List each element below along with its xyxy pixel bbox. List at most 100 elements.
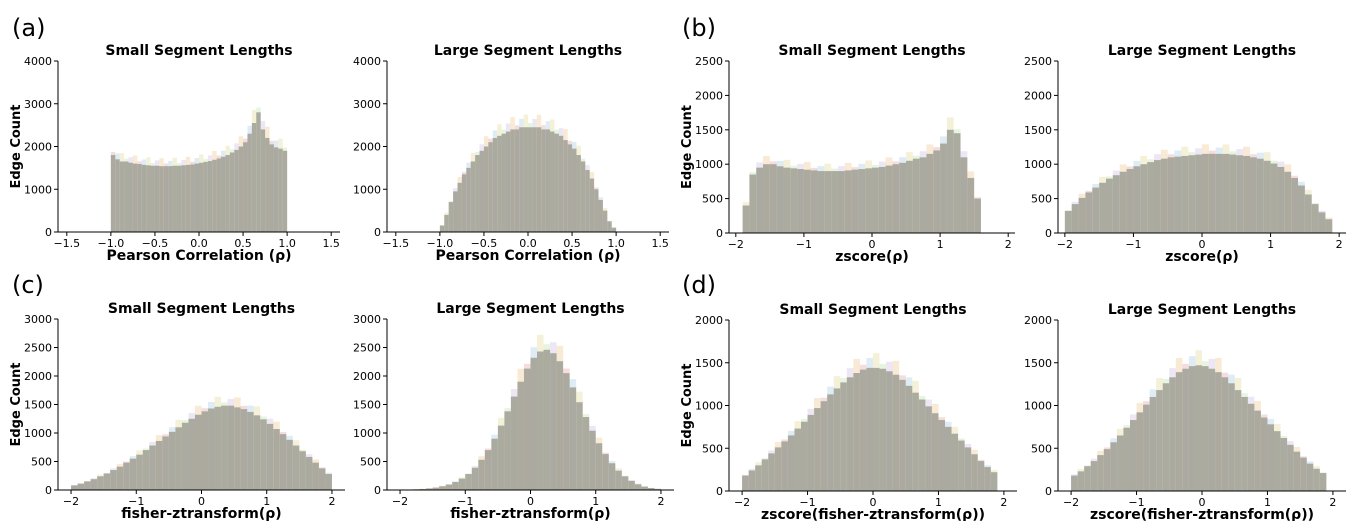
histogram-bar: [1112, 175, 1120, 233]
histogram-bar: [1188, 155, 1196, 233]
histogram-bar: [1277, 166, 1285, 233]
histogram-bar: [532, 127, 537, 232]
histogram-bar: [1154, 160, 1161, 233]
x-tick-label: −1.0: [427, 237, 454, 250]
histogram-bar: [251, 122, 257, 232]
histogram-bar: [1202, 366, 1209, 491]
y-tick-label: 2000: [695, 314, 723, 327]
subplot-6: −2 −1 0 1 2 0 500 1000 1500 2000 2500 3000 Large Seg…: [353, 301, 674, 521]
histogram-bar: [1221, 377, 1229, 491]
histogram-bar: [892, 374, 900, 491]
histogram-bar: [1092, 187, 1100, 233]
y-axis-label: Edge Count: [9, 104, 24, 188]
histogram-bar: [925, 406, 932, 491]
histogram-bar: [1136, 412, 1144, 491]
histogram-bar: [946, 129, 954, 233]
histogram-bar: [1182, 368, 1189, 491]
x-axis-label: Pearson Correlation (ρ): [435, 248, 620, 264]
histogram-bar: [783, 167, 791, 233]
histogram-bar: [1260, 417, 1268, 491]
histogram-bar: [595, 443, 603, 490]
panel-label-d: (d): [682, 271, 716, 299]
panel-label-b: (b): [682, 14, 716, 42]
histogram-bar: [129, 458, 137, 490]
histogram-bar: [1229, 154, 1237, 233]
histogram-bar: [974, 198, 981, 233]
histogram-bar: [1318, 212, 1326, 233]
histogram-bar: [478, 459, 485, 490]
histogram-bar: [103, 473, 111, 490]
histogram-bar: [1306, 463, 1314, 491]
x-tick-label: 1.5: [322, 237, 340, 250]
x-tick-label: 1.0: [278, 237, 296, 250]
histogram-bar: [225, 155, 230, 232]
y-tick-label: 1000: [24, 183, 52, 196]
histogram-bar: [465, 474, 472, 490]
histogram-bar: [260, 419, 267, 490]
subplot-title: Large Segment Lengths: [434, 43, 622, 59]
histogram-bar: [1293, 451, 1301, 491]
histogram-bar: [1097, 455, 1104, 491]
subplot-title: Small Segment Lengths: [779, 302, 966, 318]
histogram-bar: [483, 146, 489, 232]
histogram-bar: [510, 396, 518, 490]
y-tick-label: 1000: [1024, 158, 1052, 171]
y-tick-label: 0: [716, 485, 723, 498]
histogram-bar: [1071, 475, 1078, 491]
histogram-bar: [615, 470, 622, 490]
histogram-bar: [814, 408, 821, 491]
y-tick-label: 0: [374, 226, 381, 239]
histogram-bar: [201, 411, 209, 490]
histogram-bar: [763, 164, 770, 233]
y-tick-label: 4000: [24, 55, 52, 68]
histogram-bar: [181, 422, 189, 490]
histogram-bar: [580, 161, 586, 232]
x-tick-label: −2: [734, 496, 750, 509]
histogram-bar: [776, 166, 784, 233]
histogram-bar: [269, 144, 274, 232]
histogram-bar: [523, 127, 528, 232]
histogram-bar: [641, 486, 648, 490]
histogram-bar: [497, 135, 502, 232]
histogram-bar: [1149, 396, 1157, 491]
histogram-bar: [1280, 437, 1288, 491]
histogram-bar: [71, 485, 78, 490]
x-tick-label: 0.5: [234, 237, 252, 250]
histogram-bar: [458, 478, 466, 490]
x-tick-label: −2: [1057, 238, 1073, 251]
histogram-bar: [545, 129, 551, 232]
histogram-bar: [1208, 153, 1216, 233]
histogram-bar: [931, 413, 939, 491]
x-tick-label: −0.5: [471, 237, 498, 250]
x-tick-label: −1: [796, 238, 812, 251]
histogram-bar: [457, 182, 462, 232]
subplot-1: −1.5 −1.0 −0.5 0.0 0.5 1.0 1.5 0 1000 2000 3000 400…: [9, 43, 340, 264]
histogram-bar: [1215, 153, 1223, 233]
y-tick-label: 3000: [24, 98, 52, 111]
histogram-bar: [505, 131, 511, 232]
histogram-bar: [444, 214, 449, 232]
histogram-bar: [265, 137, 270, 232]
histogram-bar: [159, 166, 164, 232]
histogram-bar: [1133, 166, 1141, 233]
histogram-bar: [1116, 435, 1124, 491]
histogram-bar: [299, 451, 306, 490]
histogram-bar: [119, 161, 125, 232]
subplot-2: −1.5 −1.0 −0.5 0.0 0.5 1.0 1.5 0 1000 2000 3000 400…: [353, 43, 669, 264]
histogram-bar: [172, 165, 177, 232]
x-tick-label: 1: [263, 495, 270, 508]
histogram-bar: [470, 161, 476, 232]
histogram-bar: [621, 476, 629, 490]
x-tick-label: −2: [392, 495, 408, 508]
y-tick-label: 500: [1031, 193, 1052, 206]
histogram-bar: [576, 402, 583, 490]
histogram-bar: [510, 129, 515, 232]
histogram-bar: [253, 415, 261, 490]
histogram-bar: [124, 161, 129, 232]
histogram-bar: [132, 163, 138, 232]
histogram-bar: [844, 170, 852, 233]
histogram-bar: [892, 164, 900, 233]
subplot-title: Small Segment Lengths: [105, 43, 292, 59]
histogram-bar: [906, 160, 913, 233]
